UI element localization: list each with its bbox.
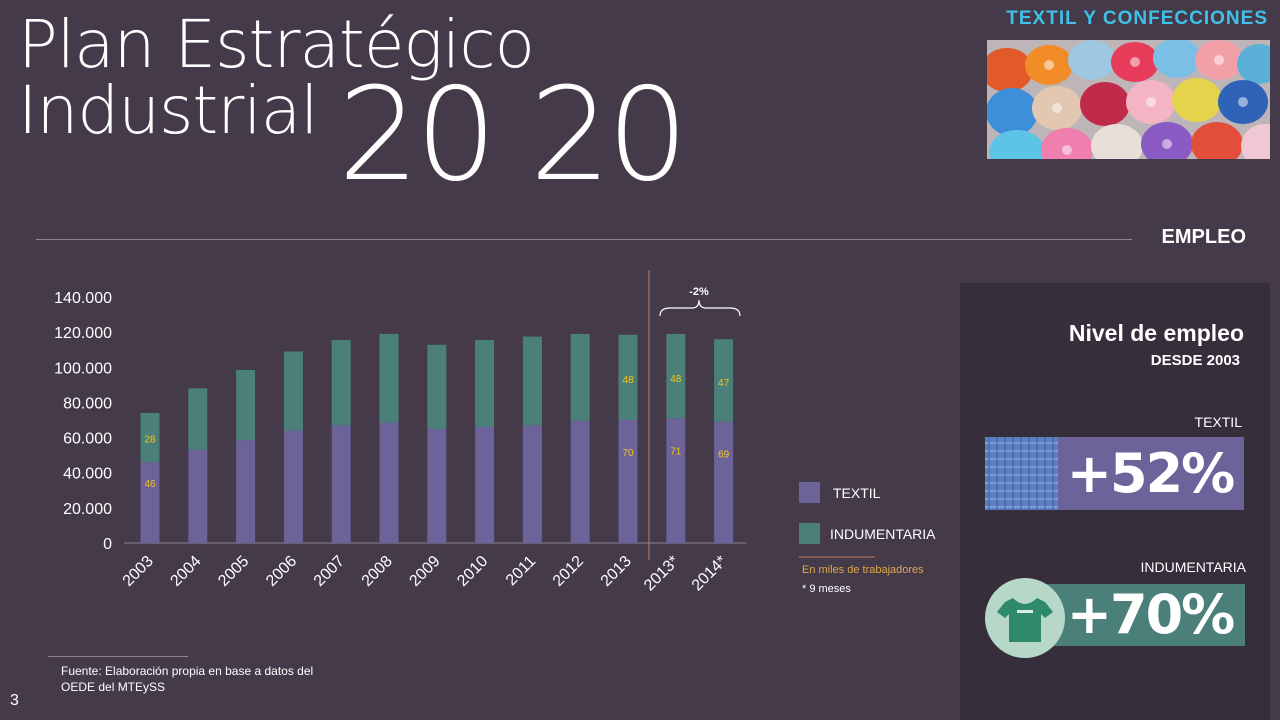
indumentaria-growth-value: +70%: [1066, 583, 1236, 646]
bar-textil-2003: [140, 462, 160, 543]
source-note: Fuente: Elaboración propia en base a dat…: [61, 664, 314, 694]
bar-indumentaria-2013*: [666, 333, 686, 419]
source-rule: [48, 656, 188, 657]
page-title-line2: Industrial: [18, 72, 319, 149]
data-label: 48: [622, 375, 634, 386]
bar-textil-2013*: [666, 418, 686, 543]
bar-textil-2013: [618, 420, 638, 543]
bar-textil-2011: [522, 425, 542, 543]
x-tick-label: 2011: [503, 553, 539, 589]
bar-textil-2012: [570, 420, 590, 543]
unit-note: En miles de trabajadores: [802, 564, 924, 576]
bar-indumentaria-2009: [427, 344, 447, 429]
bar-textil-2009: [427, 428, 447, 543]
bar-indumentaria-2007: [331, 340, 351, 426]
page-number: 3: [10, 692, 19, 709]
legend-label-textil: TEXTIL: [833, 485, 881, 501]
textil-growth-value: +52%: [1066, 442, 1236, 505]
y-tick-label: 40.000: [63, 466, 112, 483]
bar-textil-2007: [331, 425, 351, 543]
y-tick-label: 0: [103, 536, 112, 553]
annotation-text: -2%: [689, 286, 709, 298]
data-label: 46: [144, 479, 156, 490]
x-tick-label: 2003: [120, 553, 157, 590]
bar-indumentaria-2004: [188, 388, 208, 450]
bar-indumentaria-2013: [618, 334, 638, 420]
bar-textil-2005: [236, 440, 256, 543]
section-divider: [36, 239, 1132, 240]
thread-spools-image: [987, 40, 1270, 159]
bar-textil-2004: [188, 449, 208, 543]
indumentaria-label: INDUMENTARIA: [1140, 559, 1246, 575]
data-label: 69: [718, 449, 730, 460]
x-tick-label: 2010: [454, 553, 491, 590]
y-tick-label: 140.000: [54, 290, 112, 307]
legend-label-indumentaria: INDUMENTARIA: [830, 526, 936, 542]
panel-title: Nivel de empleo: [1068, 320, 1244, 346]
legend-swatch-textil: [799, 482, 820, 503]
data-label: 28: [144, 435, 156, 446]
fabric-texture-icon: [985, 437, 1058, 510]
data-label: 47: [718, 378, 730, 389]
annotation-brace: [659, 299, 741, 317]
bar-indumentaria-2012: [570, 333, 590, 421]
tshirt-icon: [985, 578, 1065, 658]
x-tick-label: 2013*: [641, 553, 683, 595]
bar-indumentaria-2003: [140, 412, 160, 463]
textil-label: TEXTIL: [1194, 414, 1242, 430]
x-tick-label: 2008: [359, 553, 396, 590]
x-tick-label: 2007: [311, 553, 348, 590]
bar-indumentaria-2005: [236, 369, 256, 441]
x-tick-label: 2014*: [689, 553, 731, 595]
bar-textil-2008: [379, 422, 399, 543]
x-tick-label: 2006: [263, 553, 300, 590]
page-title-line1: Plan Estratégico: [18, 6, 535, 83]
x-tick-label: 2004: [167, 553, 204, 590]
panel-subtitle: DESDE 2003: [1150, 352, 1240, 369]
legend-swatch-indumentaria: [799, 523, 820, 544]
y-tick-label: 20.000: [63, 501, 112, 518]
bar-textil-2006: [283, 430, 303, 543]
data-label: 70: [622, 448, 634, 459]
bar-indumentaria-2014*: [714, 339, 734, 422]
employment-chart: 0 20.000 40.000 60.000 80.000 100.000 120.000 1…: [54, 270, 936, 595]
y-tick-label: 80.000: [63, 395, 112, 412]
bar-textil-2010: [475, 427, 495, 543]
y-tick-label: 60.000: [63, 431, 112, 448]
page-title-year: 20 20: [338, 61, 688, 210]
bar-indumentaria-2006: [283, 351, 303, 431]
bar-indumentaria-2011: [522, 336, 542, 426]
bar-indumentaria-2010: [475, 340, 495, 428]
x-tick-label: 2005: [215, 553, 252, 590]
bar-indumentaria-2008: [379, 333, 399, 423]
bar-textil-2014*: [714, 421, 734, 543]
y-tick-label: 100.000: [54, 360, 112, 377]
x-tick-label: 2009: [406, 553, 443, 590]
sector-label: TEXTIL Y CONFECCIONES: [1006, 8, 1268, 29]
x-tick-label: 2013: [598, 553, 635, 590]
thread-spools-icon: [987, 40, 1270, 159]
data-label: 71: [670, 447, 682, 458]
y-tick-label: 120.000: [54, 325, 112, 342]
indumentaria-growth-bar: [1042, 584, 1245, 646]
data-label: 48: [670, 374, 682, 385]
footnote: * 9 meses: [802, 583, 851, 595]
x-tick-label: 2012: [550, 553, 587, 590]
section-label: EMPLEO: [1161, 226, 1246, 248]
